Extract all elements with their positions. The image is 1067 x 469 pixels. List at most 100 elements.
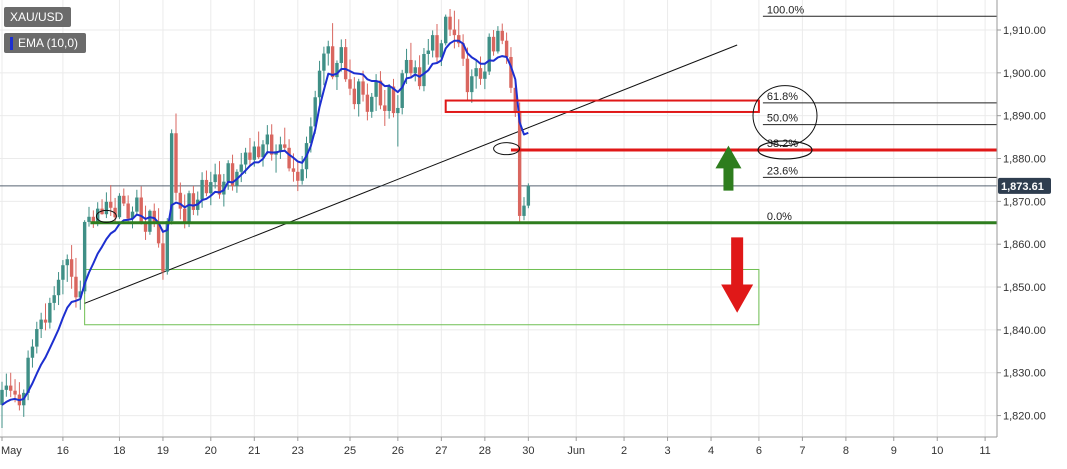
candle-body-7: [30, 346, 35, 358]
candle-body-40: [174, 133, 178, 193]
candle-body-41: [178, 192, 183, 209]
candle-body-80: [348, 79, 352, 89]
candle-body-65: [283, 144, 287, 148]
candle-body-16: [69, 259, 74, 277]
candle-body-20: [87, 216, 91, 222]
candle-body-72: [313, 97, 317, 127]
fib-zone-circle: [752, 85, 818, 147]
candle-body-94: [409, 59, 413, 74]
y-tick-label-9: 1,910.00: [1003, 25, 1046, 37]
price-badge: [998, 177, 1051, 194]
candle-body-64: [278, 144, 283, 152]
candle-body-108: [470, 76, 474, 93]
x-tick-label-15: 4: [708, 445, 714, 457]
candle-body-32: [139, 197, 143, 222]
x-tick-label-20: 10: [931, 445, 943, 457]
y-tick-label-4: 1,860.00: [1003, 239, 1046, 251]
candle-body-9: [39, 319, 43, 330]
y-tick-label-8: 1,900.00: [1003, 68, 1046, 80]
candle-body-89: [387, 86, 391, 111]
fib-382-circle: [757, 140, 813, 160]
candle-body-68: [296, 171, 300, 181]
candle-body-0: [0, 389, 4, 405]
candle-body-99: [430, 35, 435, 51]
x-tick-label-7: 25: [344, 445, 356, 457]
candle-body-102: [444, 16, 448, 44]
x-tick-label-8: 26: [392, 445, 404, 457]
candle-body-67: [291, 168, 296, 172]
candle-body-57: [248, 152, 252, 160]
x-tick-label-21: 11: [979, 445, 990, 457]
x-tick-label-19: 9: [891, 445, 897, 457]
candle-body-107: [465, 58, 470, 93]
candle-body-105: [457, 35, 461, 44]
candle-body-95: [413, 67, 417, 74]
candle-body-100: [435, 35, 439, 58]
candle-body-42: [183, 208, 187, 223]
x-tick-label-10: 28: [479, 445, 491, 457]
candle-body-25: [109, 201, 113, 208]
y-tick-label-0: 1,820.00: [1003, 411, 1046, 423]
candle-body-8: [35, 329, 39, 347]
trendline: [84, 44, 738, 304]
x-tick-label-9: 27: [435, 445, 447, 457]
resistance-zone-box: [444, 99, 760, 113]
price-badge-label: 1,873.61: [1001, 181, 1044, 193]
candle-body-110: [478, 68, 483, 79]
candle-body-22: [96, 208, 100, 224]
candle-body-10: [43, 319, 48, 323]
candle-body-98: [426, 50, 430, 54]
fib-label-0: 100.0%: [767, 4, 805, 16]
candle-body-29: [126, 203, 130, 219]
x-tick-label-12: Jun: [567, 445, 585, 457]
candle-body-18: [78, 291, 82, 298]
candle-body-24: [104, 201, 109, 215]
x-tick-label-6: 23: [292, 445, 304, 457]
candle-body-46: [200, 179, 204, 200]
candle-body-83: [361, 81, 365, 95]
candle-body-106: [461, 43, 465, 59]
candle-body-35: [152, 210, 156, 224]
x-tick-label-4: 20: [205, 445, 217, 457]
candle-body-56: [243, 152, 248, 165]
candles-group: [0, 8, 531, 429]
fib-label-4: 23.6%: [767, 165, 798, 177]
candle-body-111: [483, 71, 487, 79]
candle-body-88: [383, 105, 387, 111]
y-tick-label-6: 1,880.00: [1003, 154, 1046, 166]
fib-label-2: 50.0%: [767, 113, 798, 125]
y-tick-label-1: 1,830.00: [1003, 368, 1046, 380]
x-tick-label-1: 16: [57, 445, 69, 457]
symbol-legend[interactable]: XAU/USD: [4, 7, 72, 27]
candle-body-77: [335, 62, 339, 78]
candle-body-84: [365, 94, 370, 112]
retest-circle: [493, 142, 521, 156]
x-tick-label-11: 30: [522, 445, 534, 457]
ema-legend[interactable]: EMA (10,0): [4, 33, 87, 53]
candle-body-30: [130, 211, 135, 219]
x-tick-label-14: 3: [664, 445, 670, 457]
x-tick-label-0: May: [1, 445, 22, 457]
candle-body-50: [217, 174, 222, 195]
candle-body-2: [9, 385, 13, 391]
candle-body-78: [339, 47, 343, 63]
candle-body-39: [169, 133, 174, 222]
candle-body-87: [378, 80, 383, 106]
candle-body-3: [13, 390, 17, 395]
candle-body-117: [509, 56, 513, 88]
ema-swatch-icon: [10, 36, 13, 50]
candle-body-69: [300, 169, 304, 181]
candle-body-73: [317, 70, 322, 98]
down-arrow-icon: [721, 237, 754, 313]
y-tick-label-7: 1,890.00: [1003, 111, 1046, 123]
candle-body-93: [404, 59, 409, 74]
candle-body-38: [165, 221, 169, 272]
candle-body-28: [122, 195, 126, 204]
candle-body-90: [391, 86, 396, 114]
candle-body-116: [504, 40, 509, 57]
symbol-label: XAU/USD: [10, 10, 64, 24]
candle-body-13: [56, 279, 61, 296]
candle-body-75: [326, 46, 330, 54]
